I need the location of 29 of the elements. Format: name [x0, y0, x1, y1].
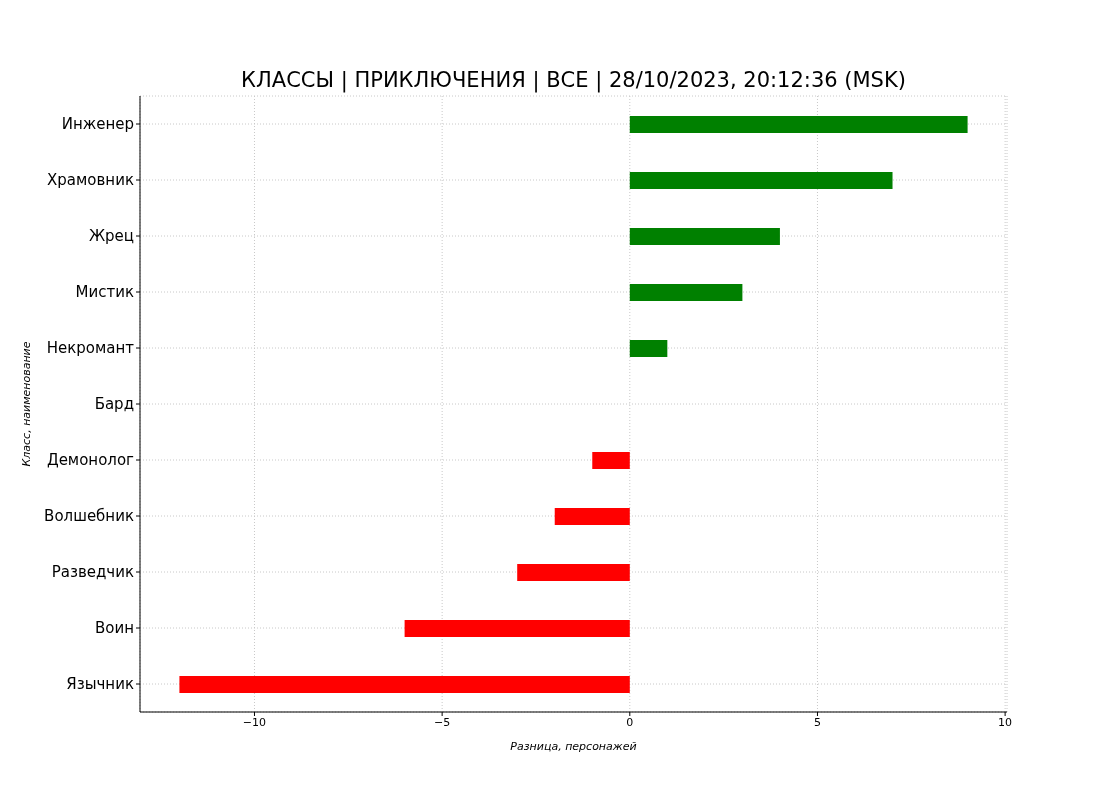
y-axis-title: Класс, наименование — [19, 341, 33, 467]
x-tick-label: −10 — [242, 715, 267, 729]
bar — [517, 564, 630, 581]
y-tick-label: Храмовник — [47, 171, 134, 190]
bar — [629, 172, 893, 189]
y-tick-label: Волшебник — [44, 507, 134, 526]
x-tick-label: −5 — [434, 715, 451, 729]
bar — [629, 284, 743, 301]
bar — [629, 228, 780, 245]
bar — [554, 508, 630, 525]
x-tick-label: 0 — [626, 715, 634, 729]
y-tick-label: Бард — [94, 395, 134, 414]
y-tick-label: Разведчик — [51, 563, 134, 582]
x-axis-title: Разница, персонажей — [510, 740, 637, 753]
y-tick-label: Язычник — [66, 675, 134, 694]
chart-title: КЛАССЫ | ПРИКЛЮЧЕНИЯ | ВСЕ | 28/10/2023, 20:12:36 (MSK) — [240, 68, 907, 92]
x-tick-label: 10 — [998, 715, 1013, 729]
y-tick-label: Инженер — [61, 115, 134, 134]
y-tick-label: Жрец — [88, 227, 134, 246]
bar — [404, 620, 630, 637]
y-tick-label: Мистик — [75, 283, 134, 302]
bar — [629, 340, 668, 357]
y-tick-label: Демонолог — [46, 451, 135, 470]
y-tick-label: Некромант — [46, 339, 135, 358]
x-tick-label: 5 — [813, 715, 821, 729]
bar — [179, 676, 630, 693]
y-tick-label: Воин — [94, 619, 134, 638]
bar — [629, 116, 968, 133]
bar — [592, 452, 630, 469]
